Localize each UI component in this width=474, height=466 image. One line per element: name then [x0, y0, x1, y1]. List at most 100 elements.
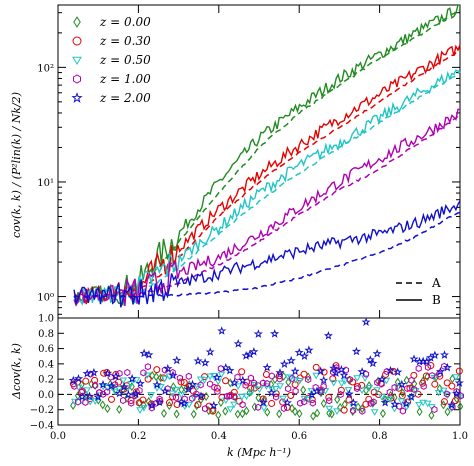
scatter-point-star — [409, 354, 419, 364]
bottom-y-tick-label: −0.2 — [30, 405, 54, 416]
scatter-point-triangle-down — [304, 396, 313, 404]
scatter-point-hexagon — [301, 398, 308, 406]
legend-label: z = 0.50 — [99, 53, 151, 67]
scatter-point-triangle-down — [70, 398, 79, 406]
scatter-point-diamond — [320, 399, 327, 409]
scatter-point-hexagon — [100, 390, 107, 398]
top-plot-frame — [57, 4, 461, 319]
scatter-point-triangle-down — [451, 374, 460, 381]
bottom-scatter-points — [68, 317, 464, 421]
scatter-point-triangle-down — [230, 401, 238, 409]
scatter-point-star — [160, 386, 170, 396]
scatter-point-triangle-down — [365, 384, 374, 392]
scatter-point-diamond — [355, 402, 362, 412]
scatter-point-circle — [108, 395, 116, 403]
scatter-point-star — [440, 350, 449, 359]
scatter-point-star — [147, 400, 157, 410]
scatter-point-diamond — [300, 385, 307, 395]
scatter-point-hexagon — [415, 364, 422, 372]
scatter-point-hexagon — [289, 374, 296, 383]
scatter-point-triangle-down — [434, 389, 443, 397]
scatter-point-triangle-down — [344, 387, 353, 394]
scatter-point-hexagon — [223, 392, 231, 400]
bottom-y-tick-label: 0.2 — [38, 375, 54, 386]
legend-marker-diamond — [73, 16, 81, 28]
scatter-point-star — [390, 399, 400, 409]
scatter-point-triangle-down — [260, 405, 268, 412]
scatter-point-star — [77, 392, 87, 401]
scatter-point-star — [435, 366, 445, 376]
scatter-point-circle — [262, 371, 270, 379]
scatter-point-star — [229, 378, 239, 387]
scatter-point-triangle-down — [171, 386, 180, 394]
scatter-point-star — [179, 398, 189, 408]
scatter-point-circle — [419, 379, 427, 387]
scatter-point-star — [196, 391, 206, 401]
scatter-point-diamond — [314, 408, 321, 418]
scatter-point-diamond — [264, 407, 271, 417]
scatter-point-circle — [365, 395, 373, 403]
scatter-point-hexagon — [250, 379, 258, 387]
scatter-point-hexagon — [370, 398, 377, 406]
scatter-point-diamond — [116, 404, 123, 414]
scatter-point-circle — [247, 384, 255, 392]
scatter-point-star — [154, 397, 164, 407]
scatter-point-triangle-down — [276, 383, 284, 390]
scatter-point-star — [103, 368, 113, 378]
scatter-point-diamond — [457, 401, 464, 411]
scatter-point-star — [294, 347, 304, 357]
scatter-point-diamond — [310, 411, 317, 421]
scatter-point-hexagon — [124, 368, 131, 377]
scatter-point-diamond — [190, 409, 197, 419]
scatter-point-diamond — [255, 393, 262, 403]
scatter-point-hexagon — [172, 394, 180, 402]
scatter-point-circle — [153, 366, 161, 374]
scatter-point-star — [430, 350, 440, 360]
scatter-point-diamond — [239, 409, 246, 419]
series-line-1.00-A — [73, 115, 461, 299]
x-axis-label: k (Mpc h⁻¹) — [227, 446, 291, 459]
scatter-point-triangle-down — [247, 389, 256, 397]
scatter-point-triangle-down — [415, 401, 423, 409]
scatter-point-diamond — [337, 402, 344, 412]
top-y-tick-label: 10⁰ — [37, 293, 54, 304]
scatter-point-triangle-down — [370, 409, 379, 416]
bottom-panel: 1.00.80.60.40.20.0−0.2−0.40.0 0.2 0.4 0.6 0.… — [10, 314, 468, 460]
scatter-point-hexagon — [268, 372, 275, 380]
scatter-point-hexagon — [285, 385, 292, 393]
scatter-point-diamond — [70, 400, 77, 410]
scatter-point-star — [106, 381, 116, 390]
scatter-point-star — [205, 347, 215, 356]
scatter-point-hexagon — [431, 405, 438, 414]
scatter-point-star — [82, 368, 92, 378]
top-y-ticks: 10⁰ 10¹ 10² — [37, 5, 461, 318]
scatter-point-star — [262, 362, 272, 372]
scatter-point-triangle-down — [103, 385, 112, 392]
scatter-point-hexagon — [399, 407, 406, 415]
scatter-point-hexagon — [239, 401, 246, 409]
scatter-point-star — [225, 365, 235, 375]
scatter-point-circle — [198, 393, 206, 401]
scatter-point-star — [344, 389, 354, 398]
scatter-point-diamond — [99, 400, 106, 410]
scatter-point-hexagon — [386, 388, 393, 396]
scatter-point-diamond — [234, 409, 241, 419]
scatter-point-diamond — [334, 395, 341, 405]
scatter-point-star — [144, 350, 154, 359]
scatter-point-diamond — [403, 375, 410, 385]
scatter-point-hexagon — [144, 363, 151, 371]
scatter-point-star — [233, 339, 243, 348]
scatter-point-circle — [320, 368, 328, 376]
scatter-point-hexagon — [197, 381, 204, 389]
scatter-point-triangle-down — [411, 388, 420, 395]
x-tick-label: 0.0 — [50, 431, 66, 442]
scatter-point-triangle-down — [234, 383, 242, 391]
scatter-point-triangle-down — [91, 398, 100, 405]
scatter-point-star — [89, 367, 99, 377]
scatter-point-circle — [337, 386, 345, 394]
scatter-point-star — [188, 379, 198, 389]
scatter-point-circle — [100, 369, 108, 377]
scatter-point-hexagon — [148, 404, 155, 412]
legend-label: z = 0.30 — [99, 34, 151, 48]
scatter-point-hexagon — [276, 375, 283, 383]
